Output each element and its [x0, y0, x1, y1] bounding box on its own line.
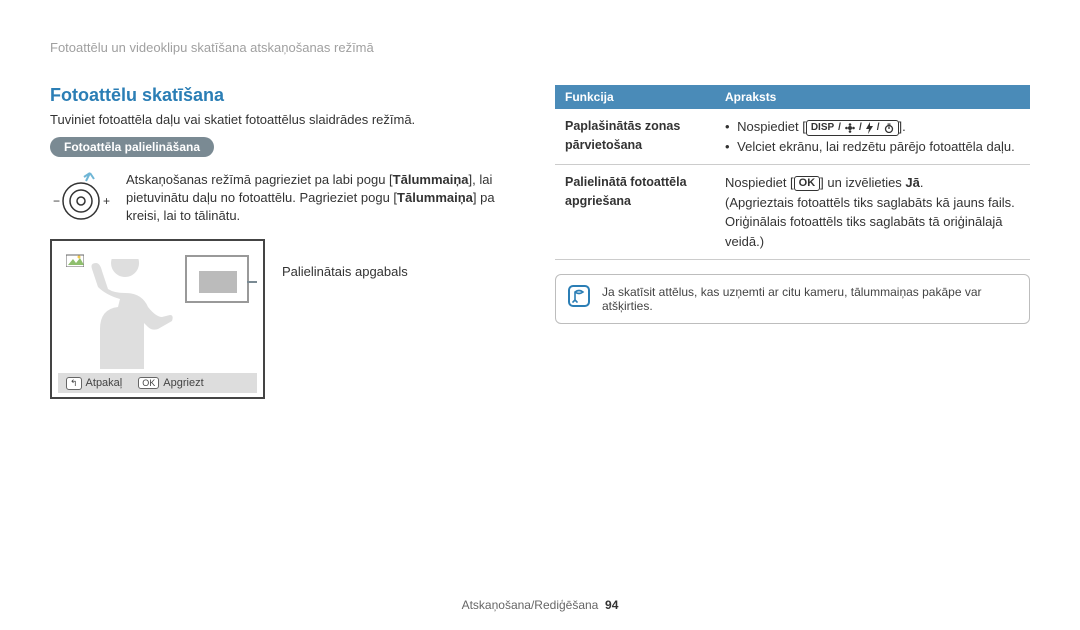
function-table: Funkcija Apraksts Paplašinātās zonas pār…: [555, 85, 1030, 260]
screen-bottom-bar: ↰ Atpakaļ OK Apgriezt: [58, 373, 257, 393]
table-header-description: Apraksts: [715, 85, 1030, 109]
macro-flower-icon: [845, 123, 855, 133]
camera-screen-mockup: ↰ Atpakaļ OK Apgriezt Palielinātais apga…: [50, 239, 525, 399]
zoom-dial-icon: − +: [50, 171, 112, 227]
zoom-region-thumbnail: [185, 255, 249, 303]
back-key-icon: ↰: [66, 377, 82, 390]
ok-key-icon: OK: [138, 377, 159, 389]
ok-button-icon: OK: [794, 176, 821, 191]
left-column: Fotoattēlu skatīšana Tuviniet fotoattēla…: [50, 85, 525, 399]
dial-instruction-row: − + Atskaņošanas režīmā pagrieziet pa la…: [50, 171, 525, 227]
function-description: Nospiediet [OK] un izvēlieties Jā. (Apgr…: [715, 165, 1030, 260]
breadcrumb: Fotoattēlu un videoklipu skatīšana atska…: [50, 40, 1030, 55]
info-note-icon: [568, 285, 590, 307]
flash-bolt-icon: [866, 122, 873, 134]
function-name: Paplašinātās zonas pārvietošana: [555, 109, 715, 165]
timer-clock-icon: [884, 123, 894, 133]
note-text: Ja skatīsit attēlus, kas uzņemti ar citu…: [602, 285, 1017, 313]
right-column: Funkcija Apraksts Paplašinātās zonas pār…: [555, 85, 1030, 399]
svg-text:+: +: [103, 194, 110, 208]
function-name: Palielinātā fotoattēla apgriešana: [555, 165, 715, 260]
intro-text: Tuviniet fotoattēla daļu vai skatiet fot…: [50, 112, 525, 127]
subheading: Fotoattēla palielināšana: [50, 137, 214, 157]
table-row: Palielinātā fotoattēla apgriešana Nospie…: [555, 165, 1030, 260]
note-box: Ja skatīsit attēlus, kas uzņemti ar citu…: [555, 274, 1030, 324]
section-title: Fotoattēlu skatīšana: [50, 85, 525, 106]
zoom-region-caption: Palielinātais apgabals: [282, 264, 408, 279]
table-header-function: Funkcija: [555, 85, 715, 109]
table-row: Paplašinātās zonas pārvietošana • Nospie…: [555, 109, 1030, 165]
crop-label: Apgriezt: [163, 377, 203, 389]
svg-text:−: −: [53, 194, 60, 208]
dial-instruction-text: Atskaņošanas režīmā pagrieziet pa labi p…: [126, 171, 525, 226]
function-description: • Nospiediet [ DISP / / /: [715, 109, 1030, 165]
back-label: Atpakaļ: [86, 377, 123, 389]
page-footer: Atskaņošana/Rediģēšana 94: [0, 598, 1080, 612]
child-silhouette-icon: [70, 259, 180, 369]
